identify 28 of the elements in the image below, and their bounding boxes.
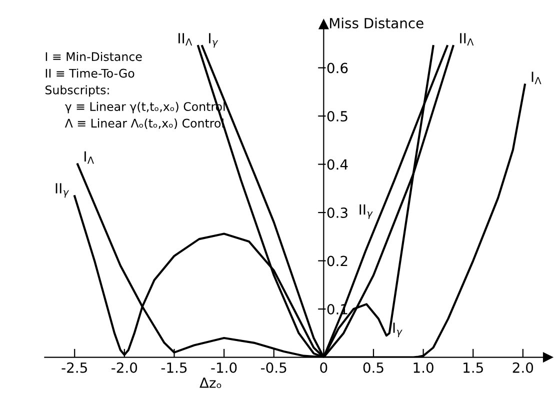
x-tick-label: 1.0 bbox=[414, 362, 434, 373]
x-tick-label: -2.5 bbox=[62, 362, 87, 373]
y-tick-label: 0.5 bbox=[327, 111, 348, 122]
annotation: II$_{γ}$ bbox=[360, 204, 373, 219]
x-tick-label: 0.5 bbox=[363, 362, 384, 373]
y-tick-label: 0.3 bbox=[327, 208, 348, 218]
x-tick-label: 1.5 bbox=[464, 362, 483, 373]
annotation: II$_{Λ}$ bbox=[460, 33, 474, 46]
x-tick-label: -1.0 bbox=[211, 362, 237, 373]
annotation: Subscripts: bbox=[46, 85, 109, 97]
y-tick-label: 0.6 bbox=[327, 62, 348, 74]
annotation: I$_{γ}$ bbox=[393, 322, 402, 338]
y-tick-label: 0.2 bbox=[327, 256, 348, 266]
y-tick-label: 0.4 bbox=[327, 159, 348, 170]
annotation: II$_{Λ}$ bbox=[178, 33, 192, 46]
annotation: I$_{Λ}$ bbox=[84, 151, 94, 164]
x-tick-label: -1.5 bbox=[161, 362, 187, 373]
x-tick-label: -0.5 bbox=[260, 362, 286, 373]
annotation: I ≡ Min-Distance bbox=[46, 52, 142, 62]
x-tick-label: -2.0 bbox=[112, 362, 138, 373]
x-axis-title: Δzₒ bbox=[200, 378, 222, 388]
x-tick-label: 0 bbox=[320, 362, 328, 373]
annotation: I$_{γ}$ bbox=[209, 33, 218, 48]
y-axis-title: Miss Distance bbox=[330, 18, 424, 28]
annotation: II$_{γ}$ bbox=[56, 183, 69, 198]
annotation: II ≡ Time-To-Go bbox=[46, 68, 134, 78]
x-tick-label: 2.0 bbox=[512, 362, 534, 373]
annotation: I$_{Λ}$ bbox=[532, 72, 542, 84]
